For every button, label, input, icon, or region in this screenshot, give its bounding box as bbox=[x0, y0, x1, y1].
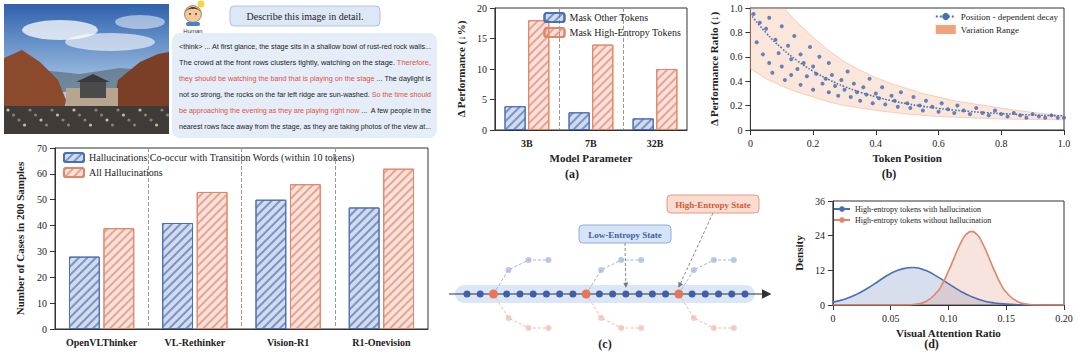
svg-text:0: 0 bbox=[482, 125, 487, 136]
svg-text:High-entropy tokens with hallu: High-entropy tokens with hallucination bbox=[855, 205, 981, 214]
svg-text:1.0: 1.0 bbox=[1058, 138, 1071, 149]
svg-text:20: 20 bbox=[37, 272, 47, 283]
svg-text:High-Entropy State: High-Entropy State bbox=[675, 200, 751, 210]
svg-text:10: 10 bbox=[37, 298, 47, 309]
svg-text:0.2: 0.2 bbox=[807, 138, 820, 149]
svg-text:Human: Human bbox=[183, 28, 203, 34]
svg-text:60: 60 bbox=[37, 168, 47, 179]
svg-text:R1-Onevision: R1-Onevision bbox=[352, 337, 411, 348]
svg-text:0.6: 0.6 bbox=[730, 51, 743, 62]
svg-text:0.2: 0.2 bbox=[730, 100, 743, 111]
svg-text:3B: 3B bbox=[521, 138, 533, 149]
svg-text:High-entropy tokens without ha: High-entropy tokens without hallucinatio… bbox=[855, 216, 991, 225]
svg-text:15: 15 bbox=[477, 33, 487, 44]
svg-text:OpenVLThinker: OpenVLThinker bbox=[66, 337, 138, 348]
svg-text:Token Position: Token Position bbox=[872, 152, 942, 164]
svg-text:40: 40 bbox=[37, 220, 47, 231]
svg-text:The crowd at the front rows cl: The crowd at the front rows clusters tig… bbox=[179, 58, 431, 67]
svg-text:32B: 32B bbox=[647, 138, 664, 149]
svg-text:20: 20 bbox=[477, 3, 487, 14]
svg-text:Density: Density bbox=[793, 235, 805, 271]
svg-text:All Hallucinations: All Hallucinations bbox=[89, 167, 163, 178]
svg-text:0: 0 bbox=[737, 125, 742, 136]
svg-text:Δ Performance Ratio (↓): Δ Performance Ratio (↓) bbox=[708, 12, 721, 126]
svg-text:be approaching the evening as: be approaching the evening as they are p… bbox=[179, 106, 431, 115]
svg-text:12: 12 bbox=[815, 265, 825, 276]
svg-text:0.05: 0.05 bbox=[882, 313, 900, 324]
svg-text:36: 36 bbox=[815, 196, 825, 207]
svg-text:0.10: 0.10 bbox=[940, 313, 958, 324]
svg-text:1.0: 1.0 bbox=[730, 3, 743, 14]
svg-text:(d): (d) bbox=[924, 337, 939, 351]
svg-text:0.4: 0.4 bbox=[870, 138, 883, 149]
svg-text:0.15: 0.15 bbox=[997, 313, 1015, 324]
svg-text:(c): (c) bbox=[598, 337, 611, 351]
svg-text:Number of Cases in 200 Samples: Number of Cases in 200 Samples bbox=[14, 161, 26, 315]
svg-text:not so strong, the rocks on th: not so strong, the rocks on the far left… bbox=[179, 90, 431, 99]
svg-text:0.8: 0.8 bbox=[730, 27, 743, 38]
svg-text:Δ Performance (↓%): Δ Performance (↓%) bbox=[455, 20, 468, 117]
svg-text:Low-Entropy State: Low-Entropy State bbox=[588, 230, 662, 240]
svg-text:0: 0 bbox=[830, 313, 835, 324]
svg-text:Visual Attention Ratio: Visual Attention Ratio bbox=[896, 327, 1001, 339]
svg-text:Describe this image in detail.: Describe this image in detail. bbox=[247, 11, 364, 22]
svg-text:24: 24 bbox=[815, 230, 825, 241]
svg-text:Hallucinations Co-occur with T: Hallucinations Co-occur with Transition … bbox=[89, 152, 354, 164]
svg-text:0: 0 bbox=[820, 300, 825, 311]
svg-text:<think> ... At first glance, t: <think> ... At first glance, the stage s… bbox=[179, 42, 431, 51]
svg-text:Vision-R1: Vision-R1 bbox=[267, 337, 309, 348]
svg-text:they should be watching the ba: they should be watching the band that is… bbox=[179, 74, 431, 83]
svg-text:70: 70 bbox=[37, 143, 47, 154]
svg-text:0.6: 0.6 bbox=[932, 138, 945, 149]
svg-text:0: 0 bbox=[42, 324, 47, 335]
svg-text:7B: 7B bbox=[585, 138, 597, 149]
svg-text:30: 30 bbox=[37, 246, 47, 257]
svg-text:0.20: 0.20 bbox=[1055, 313, 1073, 324]
svg-text:5: 5 bbox=[482, 94, 487, 105]
svg-text:50: 50 bbox=[37, 194, 47, 205]
svg-text:10: 10 bbox=[477, 64, 487, 75]
svg-text:(a): (a) bbox=[565, 167, 579, 181]
svg-text:0.8: 0.8 bbox=[995, 138, 1008, 149]
svg-text:Mask High-Entropy Tokens: Mask High-Entropy Tokens bbox=[569, 27, 680, 38]
svg-text:Model Parameter: Model Parameter bbox=[550, 152, 633, 164]
svg-text:Variation Range: Variation Range bbox=[961, 25, 1019, 35]
svg-text:0.4: 0.4 bbox=[730, 76, 743, 87]
svg-text:Position - dependent decay: Position - dependent decay bbox=[961, 12, 1059, 22]
svg-text:VL-Rethinker: VL-Rethinker bbox=[165, 337, 226, 348]
svg-text:Mask Other Tokens: Mask Other Tokens bbox=[569, 12, 648, 23]
svg-text:0: 0 bbox=[748, 138, 753, 149]
svg-text:nearest rows face away from th: nearest rows face away from the stage, a… bbox=[179, 122, 431, 131]
svg-text:(b): (b) bbox=[882, 167, 897, 181]
